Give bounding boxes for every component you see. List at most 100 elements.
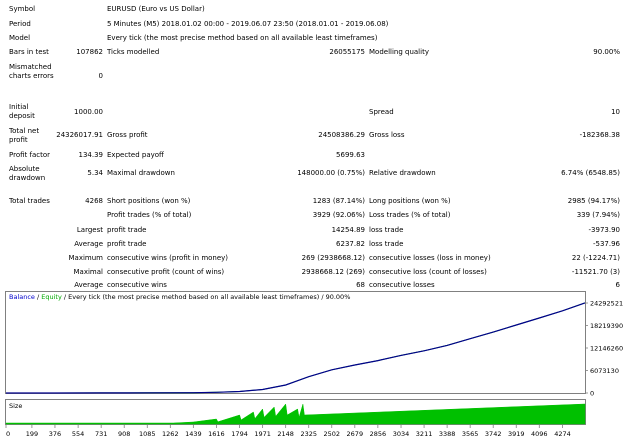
ticks-value: 26055175 (329, 48, 365, 56)
x-tick-label: 1616 (208, 430, 225, 438)
ptrades-label: Profit trades (% of total) (107, 211, 192, 219)
mismatched-label: Mismatched charts errors (9, 63, 54, 80)
x-tick-label: 2856 (370, 430, 387, 438)
x-tick-label: 199 (26, 430, 38, 438)
spread-label: Spread (369, 108, 394, 116)
short-value: 1283 (87.14%) (312, 197, 365, 205)
x-tick-label: 908 (118, 430, 130, 438)
short-label: Short positions (won %) (107, 197, 191, 205)
average2-label: Average (74, 281, 103, 289)
ltrades-value: 339 (7.94%) (576, 211, 620, 219)
grossloss-value: -182368.38 (579, 131, 620, 139)
ltrades-label: Loss trades (% of total) (369, 211, 451, 219)
x-tick-label: 0 (6, 430, 10, 438)
lprofit-value: 14254.89 (331, 226, 365, 234)
x-tick-label: 1085 (139, 430, 156, 438)
long-label: Long positions (won %) (369, 197, 451, 205)
long-value: 2985 (94.17%) (567, 197, 620, 205)
y-tick-label: 24292521 (590, 300, 623, 308)
maxdd-label: Maximal drawdown (107, 169, 175, 177)
svg-text:Balance / Equity / Every tick: Balance / Equity / Every tick (the most … (9, 293, 350, 301)
ticks-label: Ticks modelled (107, 48, 160, 56)
absdd-label: Absolute drawdown (9, 165, 46, 182)
balance-line (6, 302, 586, 394)
mcwins-value: 269 (2938668.12) (301, 254, 365, 262)
x-tick-label: 554 (72, 430, 84, 438)
x-tick-label: 4274 (554, 430, 571, 438)
x-tick-label: 1439 (185, 430, 202, 438)
quality-value: 90.00% (593, 48, 620, 56)
size-label: Size (9, 402, 22, 410)
mclosses-label: consecutive losses (loss in money) (369, 254, 491, 262)
legend-description: / Every tick (the most precise method ba… (62, 293, 351, 301)
maximum-label: Maximum (68, 254, 104, 262)
series-layer (6, 302, 586, 394)
x-tick-label: 1794 (231, 430, 248, 438)
lloss-value: -3973.90 (588, 226, 620, 234)
bars-value: 107862 (76, 48, 103, 56)
legend-equity: Equity (41, 293, 62, 301)
model-label: Model (9, 34, 31, 42)
maxdd-value: 148000.00 (0.75%) (297, 169, 365, 177)
acwins-label: consecutive wins (107, 281, 167, 289)
x-tick-label: 4096 (531, 430, 548, 438)
main-plot-frame (5, 291, 586, 394)
x-tick-label: 2325 (300, 430, 317, 438)
x-tick-label: 3565 (462, 430, 479, 438)
balance-equity-chart: Balance / Equity / Every tick (the most … (5, 291, 623, 438)
y-axis-ticks: 0 6073130 12146260 18219390 24292521 (585, 300, 623, 398)
mcprofit-value: 2938668.12 (269) (301, 268, 365, 276)
x-tick-label: 1971 (254, 430, 271, 438)
lloss-label: loss trade (369, 226, 404, 234)
legend-balance: Balance (9, 293, 35, 301)
x-tick-label: 376 (49, 430, 61, 438)
x-tick-label: 731 (95, 430, 107, 438)
trades-value: 4268 (85, 197, 103, 205)
aclosses-label: consecutive losses (369, 281, 435, 289)
period-value: 5 Minutes (M5) 2018.01.02 00:00 - 2019.0… (107, 20, 389, 28)
aloss-label: loss trade (369, 240, 404, 248)
legend-sep: / (35, 293, 41, 301)
size-area (5, 403, 586, 425)
aloss-value: -537.96 (592, 240, 620, 248)
x-tick-label: 2502 (323, 430, 340, 438)
netprofit-label: Total net profit (9, 127, 40, 144)
ptrades-value: 3929 (92.06%) (312, 211, 365, 219)
period-label: Period (9, 20, 31, 28)
pf-value: 134.39 (78, 151, 104, 159)
payoff-value: 5699.63 (336, 151, 365, 159)
mcloss-label: consecutive loss (count of losses) (369, 268, 487, 276)
grossprofit-value: 24508386.29 (318, 131, 365, 139)
x-tick-label: 2148 (277, 430, 294, 438)
mcloss-value: -11521.70 (3) (571, 268, 620, 276)
aclosses-value: 6 (615, 281, 620, 289)
size-area-layer (5, 403, 586, 425)
y-tick-label: 12146260 (590, 345, 623, 353)
grossloss-label: Gross loss (369, 131, 405, 139)
symbol-value: EURUSD (Euro vs US Dollar) (107, 5, 205, 13)
spread-value: 10 (611, 108, 620, 116)
grossprofit-label: Gross profit (107, 131, 148, 139)
acwins-value: 68 (356, 281, 365, 289)
x-tick-label: 3211 (416, 430, 433, 438)
model-value: Every tick (the most precise method base… (107, 34, 378, 42)
x-tick-label: 3034 (393, 430, 410, 438)
average-label: Average (74, 240, 103, 248)
y-tick-label: 6073130 (590, 367, 619, 375)
mismatched-value: 0 (98, 72, 103, 80)
netprofit-value: 24326017.91 (56, 131, 103, 139)
payoff-label: Expected payoff (107, 151, 164, 159)
x-tick-label: 3919 (508, 430, 525, 438)
pf-label: Profit factor (9, 151, 50, 159)
aprofit-label: profit trade (107, 240, 147, 248)
mclosses-value: 22 (-1224.71) (571, 254, 620, 262)
y-tick-label: 0 (590, 390, 594, 398)
x-tick-label: 3742 (485, 430, 502, 438)
deposit-value: 1000.00 (74, 108, 103, 116)
x-tick-label: 2679 (347, 430, 364, 438)
x-tick-label: 3388 (439, 430, 456, 438)
reldd-label: Relative drawdown (369, 169, 436, 177)
symbol-label: Symbol (9, 5, 36, 13)
bars-label: Bars in test (9, 48, 49, 56)
x-tick-label: 1262 (162, 430, 179, 438)
